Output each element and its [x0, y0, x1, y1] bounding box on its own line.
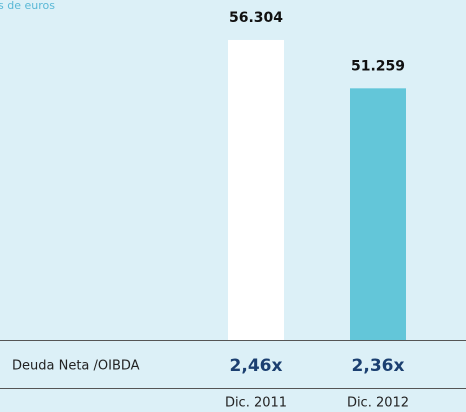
ratio-value: 2,46x	[230, 356, 283, 376]
x-tick-label: Dic. 2012	[347, 396, 409, 411]
chart-subtitle: s de euros	[0, 0, 55, 12]
value-label: 56.304	[229, 10, 283, 26]
row-label: Deuda Neta /OIBDA	[12, 359, 140, 374]
value-label: 51.259	[351, 58, 405, 74]
bar	[350, 88, 406, 340]
ratio-value: 2,36x	[352, 356, 405, 376]
bar	[228, 39, 284, 340]
x-tick-label: Dic. 2011	[225, 396, 287, 411]
